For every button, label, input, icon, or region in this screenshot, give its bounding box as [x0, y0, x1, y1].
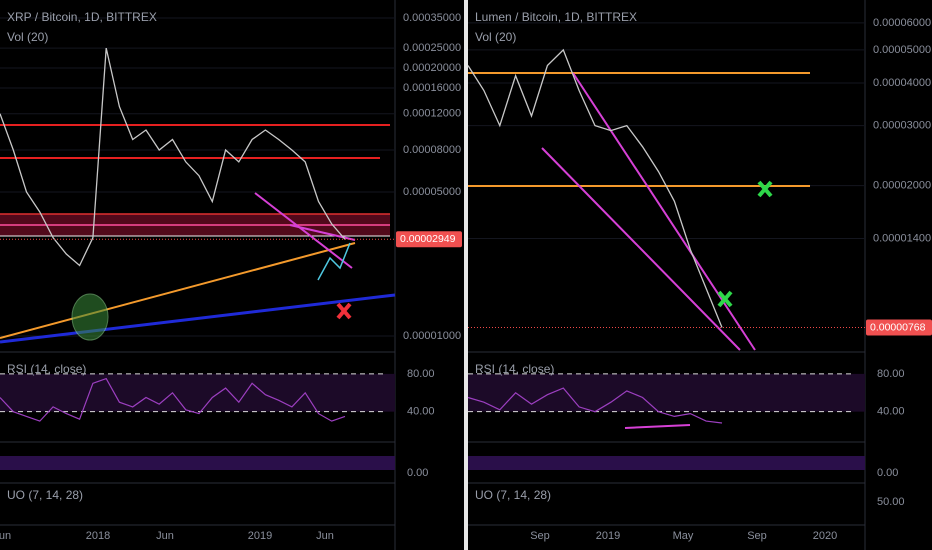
uo-label: UO (7, 14, 28)	[475, 488, 551, 502]
x-tick-label: Sep	[530, 530, 550, 542]
y-tick-label: 0.00003000	[873, 119, 931, 131]
pattern	[317, 242, 351, 281]
chart-title: XRP / Bitcoin, 1D, BITTREX	[7, 10, 157, 24]
right-drawings	[468, 72, 810, 429]
stoch-tick-label: 0.00	[877, 467, 898, 479]
trendline	[0, 242, 356, 339]
last-price-tag	[396, 231, 462, 248]
rsi-tick-label: 80.00	[407, 368, 435, 380]
rsi-band	[0, 373, 395, 412]
chart-title: Lumen / Bitcoin, 1D, BITTREX	[475, 10, 637, 24]
y-tick-label: 0.00012000	[403, 108, 461, 120]
y-tick-label: 0.00005000	[873, 44, 931, 56]
uo-tick-label: 50.00	[877, 496, 905, 508]
rsi-line	[467, 387, 723, 424]
last-price-label: 0.00000768	[870, 321, 926, 333]
x-mark	[717, 290, 733, 308]
y-tick-label: 0.00035000	[403, 12, 461, 24]
x-tick-label: 2019	[248, 530, 272, 542]
chart-panel	[468, 0, 866, 550]
chart-panel	[0, 0, 396, 550]
y-tick-label: 0.00016000	[403, 82, 461, 94]
price-line	[0, 47, 346, 267]
stoch-band	[468, 456, 865, 470]
uo-label: UO (7, 14, 28)	[7, 488, 83, 502]
rsi-tick-label: 80.00	[877, 368, 905, 380]
stoch-tick-label: 0.00	[407, 467, 428, 479]
y-tick-label: 0.00001000	[403, 330, 461, 342]
x-mark	[757, 180, 773, 198]
x-tick-label: un	[0, 530, 11, 542]
y-tick-label: 0.00025000	[403, 42, 461, 54]
rsi-tick-label: 40.00	[407, 406, 435, 418]
left-drawings	[0, 124, 396, 344]
x-tick-label: 2019	[596, 530, 620, 542]
trendline	[541, 147, 741, 351]
rsi-label: RSI (14, close)	[7, 362, 86, 376]
last-price-label: 0.00002949	[400, 233, 456, 245]
divider	[464, 0, 468, 550]
x-tick-label: Sep	[747, 530, 767, 542]
x-tick-label: May	[673, 530, 694, 542]
chart-subtitle: Vol (20)	[7, 30, 48, 44]
y-tick-label: 0.00004000	[873, 77, 931, 89]
stoch-band	[0, 456, 395, 470]
x-tick-label: Jun	[156, 530, 174, 542]
x-tick-label: 2018	[86, 530, 110, 542]
x-tick-label: 2020	[813, 530, 837, 542]
highlight	[71, 293, 109, 341]
rsi-label: RSI (14, close)	[475, 362, 554, 376]
trendline	[624, 424, 691, 429]
rsi-tick-label: 40.00	[877, 406, 905, 418]
y-tick-label: 0.00001400	[873, 232, 931, 244]
y-tick-label: 0.00020000	[403, 62, 461, 74]
rsi-band	[468, 373, 865, 412]
x-tick-label: Jun	[316, 530, 334, 542]
rsi-line	[0, 377, 346, 422]
y-tick-label: 0.00002000	[873, 180, 931, 192]
x-mark	[336, 302, 352, 320]
trendline	[254, 192, 353, 269]
y-tick-label: 0.00005000	[403, 186, 461, 198]
trendline	[572, 72, 756, 351]
y-tick-label: 0.00008000	[403, 144, 461, 156]
price-line	[467, 48, 723, 328]
last-price-tag	[866, 319, 932, 336]
chart-subtitle: Vol (20)	[475, 30, 516, 44]
y-tick-label: 0.00006000	[873, 17, 931, 29]
trendline	[0, 293, 396, 344]
